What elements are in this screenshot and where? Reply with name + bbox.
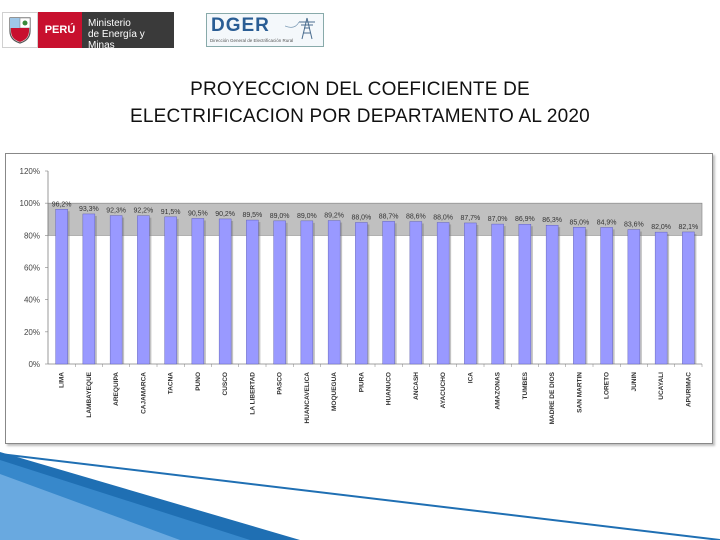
category-label: CUSCO <box>222 372 229 395</box>
deco-light-wedge <box>0 474 180 540</box>
bar <box>246 219 259 365</box>
category-label: HUANCAVELICA <box>304 372 311 424</box>
bar <box>464 222 477 365</box>
deco-line <box>0 453 720 540</box>
category-label: SAN MARTIN <box>576 372 583 413</box>
category-label: CAJAMARCA <box>140 372 147 414</box>
category-label: LIMA <box>59 372 66 388</box>
bar <box>682 231 695 365</box>
dger-logo: DGER Dirección General de Electrificació… <box>206 13 324 47</box>
data-label: 92,2% <box>133 208 153 215</box>
bar <box>518 224 532 365</box>
category-label: TACNA <box>168 372 175 395</box>
y-tick-label: 60% <box>24 264 40 273</box>
power-tower-icon <box>285 17 315 40</box>
category-label: ICA <box>467 372 474 384</box>
bottom-decoration <box>0 452 720 540</box>
bar <box>109 215 123 365</box>
data-label: 88,7% <box>379 213 399 220</box>
peru-ministry-logo: PERÚ Ministerio de Energía y Minas <box>2 12 174 51</box>
bar <box>164 216 177 365</box>
bar <box>545 225 559 365</box>
category-label: MADRE DE DIOS <box>549 371 556 424</box>
bar <box>382 221 395 365</box>
category-label: APURIMAC <box>685 372 692 407</box>
title-line-2: ELECTRIFICACION POR DEPARTAMENTO AL 2020 <box>130 106 590 127</box>
dger-label: DGER <box>211 15 270 36</box>
y-tick-label: 100% <box>20 199 40 208</box>
ministry-line-1: Ministerio <box>88 18 131 29</box>
slide-title: PROYECCION DEL COEFICIENTE DE ELECTRIFIC… <box>0 76 720 130</box>
data-label: 88,6% <box>406 214 426 221</box>
category-label: PIURA <box>358 372 365 393</box>
bar <box>191 218 205 365</box>
peru-label: PERÚ <box>38 12 82 48</box>
y-tick-label: 40% <box>24 296 40 305</box>
data-label: 90,2% <box>215 211 235 218</box>
category-label: AREQUIPA <box>113 372 120 406</box>
title-line-1: PROYECCION DEL COEFICIENTE DE <box>190 79 530 100</box>
data-label: 85,0% <box>569 219 589 226</box>
data-label: 89,0% <box>270 213 290 220</box>
bar <box>654 231 668 365</box>
y-tick-label: 80% <box>24 231 40 240</box>
category-label: LA LIBERTAD <box>249 372 256 415</box>
bar <box>573 227 586 365</box>
data-label: 87,0% <box>488 216 508 223</box>
bar <box>355 222 368 365</box>
data-label: 89,0% <box>297 213 317 220</box>
ministry-name: Ministerio de Energía y Minas <box>82 12 174 51</box>
data-label: 88,0% <box>351 214 371 221</box>
data-label: 91,5% <box>161 209 181 216</box>
data-label: 88,0% <box>433 214 453 221</box>
category-label: TUMBES <box>522 371 529 399</box>
data-label: 87,7% <box>460 215 480 222</box>
category-label: PUNO <box>195 372 202 391</box>
data-label: 89,5% <box>242 212 262 219</box>
data-label: 86,9% <box>515 216 535 223</box>
bar <box>273 220 286 365</box>
category-label: AMAZONAS <box>495 371 502 409</box>
y-tick-label: 0% <box>28 360 40 369</box>
bar-chart: 0% 20% 40% 60% 80% 100% 120% 96,2% LIMA 93,3% LAMB… <box>20 167 703 424</box>
bar <box>218 218 232 365</box>
bar <box>436 222 450 365</box>
data-label: 82,1% <box>678 224 698 231</box>
coat-of-arms-icon <box>2 12 38 48</box>
bar <box>491 223 504 365</box>
data-label: 90,5% <box>188 210 208 217</box>
data-label: 93,3% <box>79 206 99 213</box>
bar <box>137 215 150 365</box>
category-label: MOQUEGUA <box>331 372 338 411</box>
category-label: ANCASH <box>413 372 420 400</box>
chart-frame: 0% 20% 40% 60% 80% 100% 120% 96,2% LIMA 93,3% LAMB… <box>5 153 713 444</box>
bar <box>300 220 314 365</box>
category-label: LAMBAYEQUE <box>86 371 93 417</box>
data-label: 86,3% <box>542 217 562 224</box>
data-label: 92,3% <box>106 208 126 215</box>
ministry-line-2: de Energía y Minas <box>88 29 145 51</box>
bar <box>600 227 613 365</box>
category-label: JUNIN <box>631 372 638 392</box>
y-tick-label: 120% <box>20 167 40 176</box>
bar <box>627 229 641 365</box>
bar <box>82 213 96 365</box>
category-label: HUANUCO <box>386 372 393 405</box>
data-label: 89,2% <box>324 213 344 220</box>
bar <box>55 209 68 365</box>
dger-subtitle: Dirección General de Electrificación Rur… <box>210 38 294 43</box>
category-label: LORETO <box>604 372 611 399</box>
bar <box>327 220 341 365</box>
slide-header: PERÚ Ministerio de Energía y Minas DGER … <box>0 0 720 56</box>
y-tick-label: 20% <box>24 328 40 337</box>
bar <box>409 221 423 365</box>
data-label: 82,0% <box>651 224 671 231</box>
plot-area-band <box>47 202 703 236</box>
category-label: AYACUCHO <box>440 372 447 408</box>
data-label: 83,6% <box>624 222 644 229</box>
data-label: 96,2% <box>52 201 72 208</box>
data-label: 84,9% <box>597 219 617 226</box>
category-label: PASCO <box>277 372 284 395</box>
category-label: UCAYALI <box>658 372 665 400</box>
